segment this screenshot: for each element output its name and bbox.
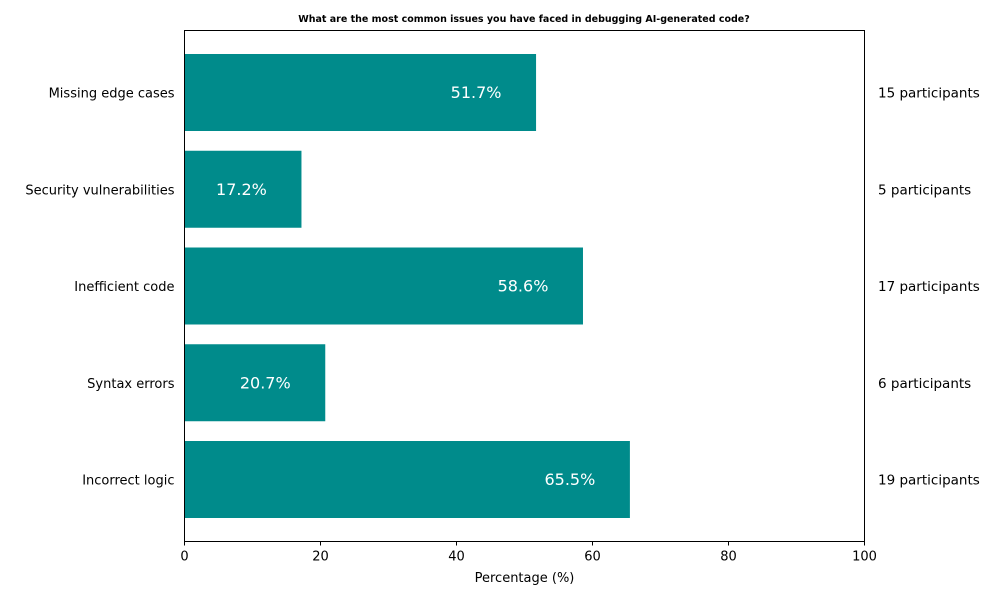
bar-inefficient-code — [184, 247, 583, 325]
value-label-incorrect-logic: 65.5% — [544, 470, 595, 489]
x-tick-label: 40 — [448, 550, 465, 565]
x-tick-label: 60 — [584, 550, 601, 565]
x-tick-label: 100 — [852, 550, 877, 565]
participant-label-inefficient-code: 17 participants — [878, 279, 980, 295]
category-labels: Incorrect logic Syntax errors Inefficient … — [25, 87, 174, 489]
x-axis-ticks: 0 20 40 60 80 100 — [180, 541, 877, 565]
category-label-inefficient-code: Inefficient code — [74, 280, 174, 295]
bar-syntax-errors — [184, 344, 326, 422]
participant-label-incorrect-logic: 19 participants — [878, 473, 980, 489]
value-label-syntax-errors: 20.7% — [240, 373, 291, 392]
bar-missing-edge-cases — [184, 54, 537, 131]
x-axis-label: Percentage (%) — [475, 571, 575, 586]
value-label-security-vulnerabilities: 17.2% — [216, 180, 267, 199]
bars-group — [184, 54, 630, 518]
x-tick-label: 0 — [180, 550, 188, 565]
participant-label-syntax-errors: 6 participants — [878, 376, 971, 392]
category-label-missing-edge-cases: Missing edge cases — [49, 87, 175, 102]
bar-security-vulnerabilities — [184, 150, 302, 228]
participant-label-missing-edge-cases: 15 participants — [878, 86, 980, 102]
category-label-syntax-errors: Syntax errors — [87, 377, 175, 392]
category-label-incorrect-logic: Incorrect logic — [82, 474, 174, 489]
x-tick-label: 20 — [312, 550, 329, 565]
x-tick-label: 80 — [720, 550, 737, 565]
participant-label-security-vulnerabilities: 5 participants — [878, 182, 971, 198]
bar-incorrect-logic — [184, 441, 630, 518]
category-label-security-vulnerabilities: Security vulnerabilities — [25, 183, 174, 198]
chart-title: What are the most common issues you have… — [298, 14, 750, 25]
plot-frame — [184, 30, 865, 542]
value-label-missing-edge-cases: 51.7% — [451, 83, 502, 102]
value-label-inefficient-code: 58.6% — [498, 277, 549, 296]
value-labels: 65.5% 20.7% 58.6% 17.2% 51.7% — [216, 83, 595, 489]
participant-labels: 19 participants 6 participants 17 particip… — [878, 86, 980, 489]
